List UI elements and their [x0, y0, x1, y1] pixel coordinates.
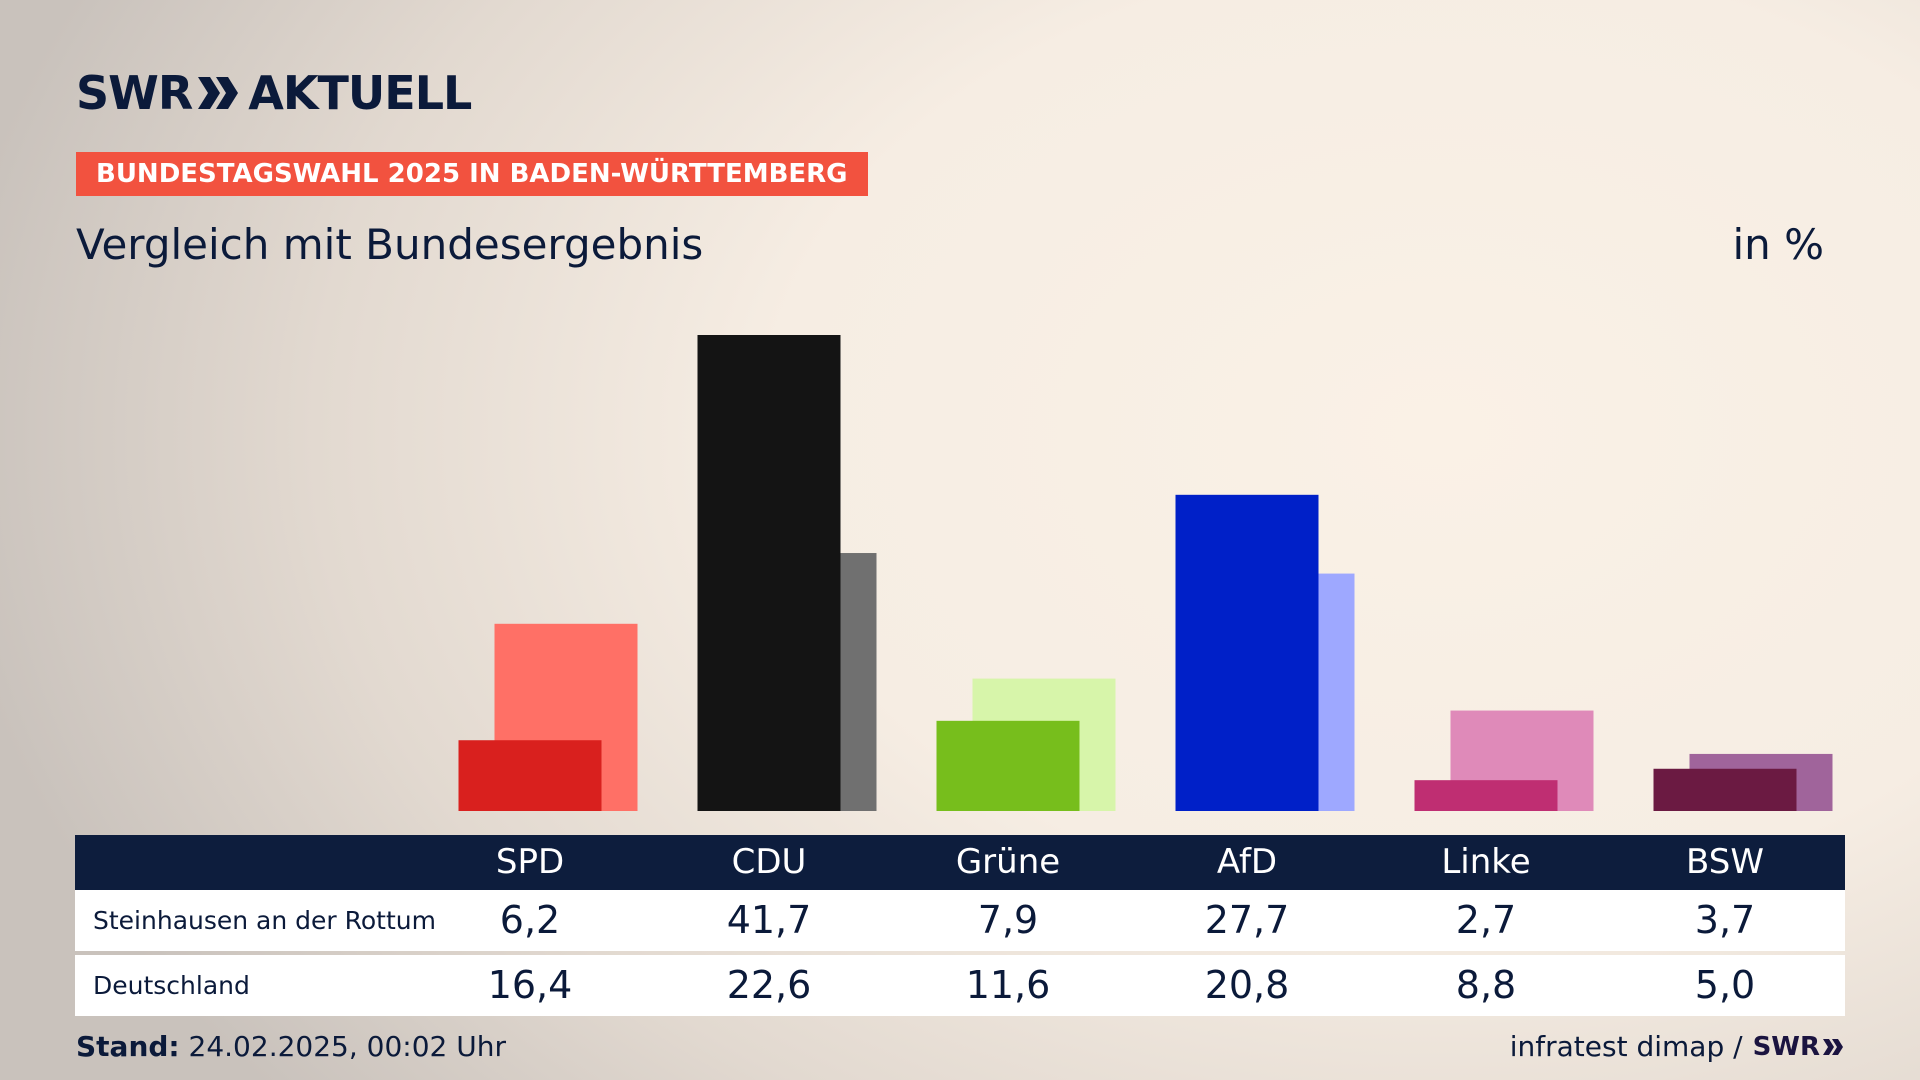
- stand-label: Stand:: [76, 1030, 180, 1063]
- value-cell: 20,8: [1204, 963, 1290, 1007]
- election-badge: BUNDESTAGSWAHL 2025 IN BADEN-WÜRTTEMBERG: [76, 152, 868, 196]
- double-chevron-icon: [198, 77, 239, 109]
- party-header-linke: Linke: [1441, 842, 1531, 882]
- party-header-grüne: Grüne: [955, 842, 1061, 882]
- swr-aktuell-logo: SWR AKTUELL: [76, 66, 472, 120]
- party-header-cdu: CDU: [731, 842, 807, 882]
- value-cell: 22,6: [726, 963, 812, 1007]
- unit-label: in %: [1732, 220, 1824, 269]
- logo-aktuell-text: AKTUELL: [248, 66, 472, 120]
- logo-swr-text: SWR: [76, 66, 193, 120]
- bar-steinhausen-grüne: [936, 720, 1080, 811]
- party-header-bsw: BSW: [1686, 842, 1764, 882]
- row-label: Deutschland: [93, 971, 250, 1000]
- table-header: SPD CDU Grüne AfD Linke BSW: [75, 835, 1845, 890]
- value-cell: 7,9: [977, 898, 1039, 942]
- stand-timestamp: Stand: 24.02.2025, 00:02 Uhr: [76, 1030, 506, 1063]
- value-cell: 6,2: [499, 898, 561, 942]
- stand-value: 24.02.2025, 00:02 Uhr: [188, 1030, 506, 1063]
- results-table: SPD CDU Grüne AfD Linke BSW Steinhausen an de…: [75, 835, 1845, 1016]
- chart-subtitle: Vergleich mit Bundesergebnis: [76, 220, 704, 269]
- bar-chart: [458, 335, 1833, 811]
- party-header-spd: SPD: [495, 842, 565, 882]
- row-label: Steinhausen an der Rottum: [93, 906, 436, 935]
- bar-steinhausen-spd: [458, 740, 602, 811]
- party-header-afd: AfD: [1216, 842, 1278, 882]
- bar-steinhausen-bsw: [1653, 768, 1797, 811]
- value-cell: 2,7: [1455, 898, 1517, 942]
- value-cell: 27,7: [1204, 898, 1290, 942]
- bar-steinhausen-linke: [1414, 780, 1558, 811]
- value-cell: 3,7: [1694, 898, 1756, 942]
- table-row: Steinhausen an der Rottum 6,2 41,7 7,9 27,7…: [75, 890, 1845, 951]
- source-credit: infratest dimap / SWR: [1510, 1030, 1844, 1063]
- value-cell: 5,0: [1694, 963, 1756, 1007]
- value-cell: 41,7: [726, 898, 812, 942]
- value-cell: 8,8: [1455, 963, 1517, 1007]
- source-text: infratest dimap /: [1509, 1030, 1743, 1063]
- value-cell: 11,6: [965, 963, 1051, 1007]
- bar-steinhausen-cdu: [697, 335, 841, 811]
- source-logo-text: SWR: [1752, 1031, 1820, 1062]
- double-chevron-icon: [1823, 1038, 1843, 1055]
- value-cell: 16,4: [487, 963, 573, 1007]
- bar-steinhausen-afd: [1175, 494, 1319, 811]
- table-row: Deutschland 16,4 22,6 11,6 20,8 8,8 5,0: [75, 955, 1845, 1016]
